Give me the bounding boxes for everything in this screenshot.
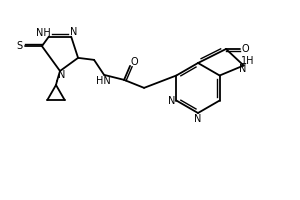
Text: S: S — [17, 41, 23, 51]
Text: NH: NH — [37, 28, 51, 38]
Text: N: N — [194, 114, 202, 124]
Text: O: O — [130, 57, 138, 67]
Text: HN: HN — [96, 76, 110, 86]
Text: N: N — [70, 27, 78, 37]
Text: N: N — [58, 70, 66, 80]
Text: 1H: 1H — [241, 55, 254, 66]
Text: N: N — [168, 96, 175, 106]
Text: O: O — [241, 44, 249, 54]
Text: N: N — [239, 64, 246, 74]
